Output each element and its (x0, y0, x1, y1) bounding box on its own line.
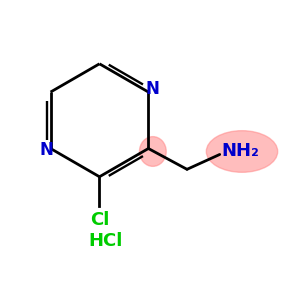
Text: N: N (146, 80, 160, 98)
Ellipse shape (206, 131, 278, 172)
Ellipse shape (140, 136, 166, 166)
Text: HCl: HCl (88, 232, 123, 250)
Text: NH₂: NH₂ (222, 142, 260, 160)
Text: N: N (39, 141, 53, 159)
Text: Cl: Cl (90, 211, 109, 229)
